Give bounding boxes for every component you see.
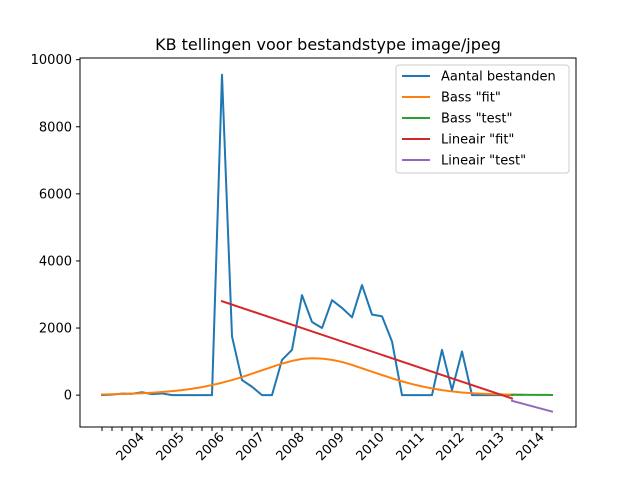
- x-tick-label: 2008: [274, 430, 308, 464]
- series-line-4: [512, 401, 552, 412]
- y-tick-label: 2000: [39, 322, 72, 337]
- chart-title: KB tellingen voor bestandstype image/jpe…: [155, 35, 501, 54]
- x-tick-label: 2013: [474, 430, 508, 464]
- legend-label: Bass "fit": [441, 91, 501, 106]
- x-tick-label: 2004: [114, 430, 148, 464]
- y-tick-label: 6000: [39, 187, 72, 202]
- x-tick-label: 2007: [234, 430, 268, 464]
- x-tick-label: 2011: [394, 430, 428, 464]
- y-tick-label: 10000: [31, 53, 72, 68]
- legend-label: Aantal bestanden: [441, 70, 556, 85]
- legend-label: Lineair "fit": [441, 133, 514, 148]
- x-tick-label: 2010: [354, 430, 388, 464]
- x-tick-label: 2009: [314, 430, 348, 464]
- y-tick-label: 0: [64, 389, 72, 404]
- series-line-3: [222, 301, 512, 398]
- x-tick-label: 2006: [194, 430, 228, 464]
- x-tick-label: 2005: [154, 430, 188, 464]
- legend-label: Bass "test": [441, 112, 513, 127]
- legend: Aantal bestanden Bass "fit" Bass "test" Lin…: [396, 65, 569, 173]
- y-tick-label: 8000: [39, 120, 72, 135]
- x-tick-label: 2012: [434, 430, 468, 464]
- y-tick-label: 4000: [39, 254, 72, 269]
- legend-label: Lineair "test": [441, 154, 526, 169]
- x-tick-label: 2014: [514, 430, 548, 464]
